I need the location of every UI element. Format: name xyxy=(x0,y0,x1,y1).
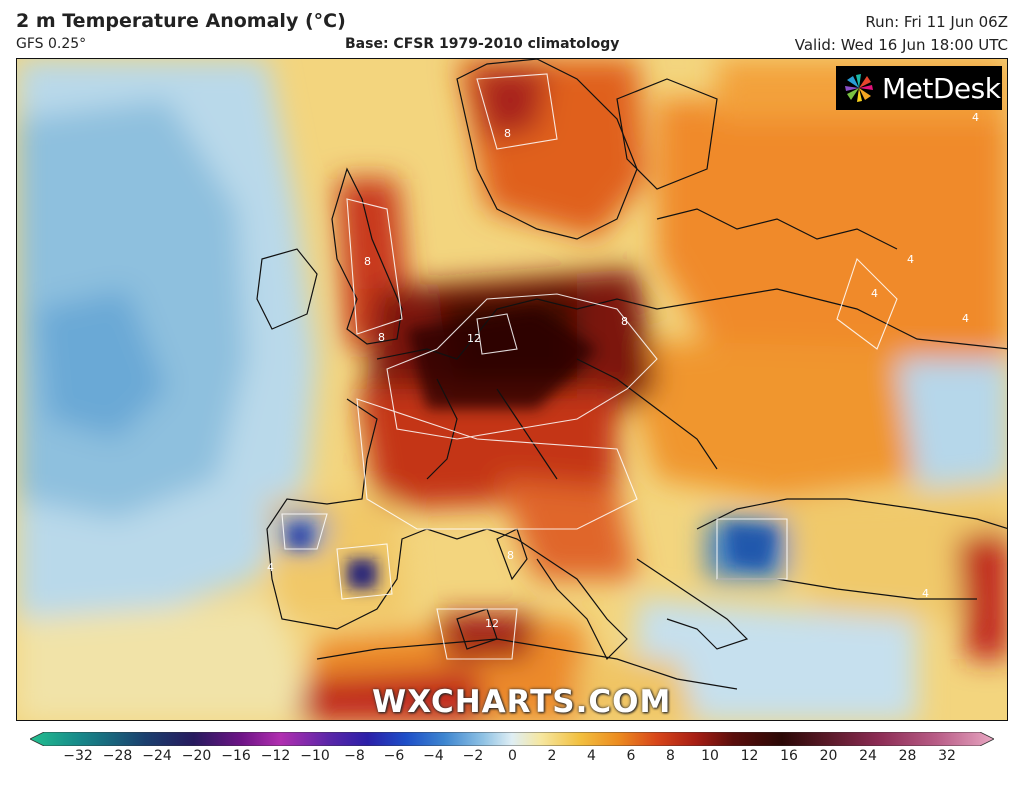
coastlines xyxy=(256,59,1007,690)
anomaly-map[interactable]: 12 12 8 8 8 8 8 4 4 4 4 4 4 xyxy=(16,58,1008,721)
contour-label: 4 xyxy=(267,561,274,574)
contour-label: 4 xyxy=(922,587,929,600)
metdesk-pinwheel-icon xyxy=(845,74,873,102)
logo-text: MetDesk xyxy=(882,71,1001,105)
contour-label: 4 xyxy=(972,111,979,124)
contour-label: 12 xyxy=(467,332,481,345)
colorbar-tick-label: −16 xyxy=(221,748,251,764)
run-time-label: Run: Fri 11 Jun 06Z xyxy=(865,13,1008,31)
colorbar-tick-label: 6 xyxy=(626,748,636,764)
colorbar xyxy=(30,732,994,746)
colorbar-tick-label: −32 xyxy=(63,748,93,764)
colorbar-tick-label: 16 xyxy=(780,748,798,764)
colorbar-tick-label: 8 xyxy=(666,748,675,764)
wxcharts-watermark: WXCHARTS.COM xyxy=(372,684,672,720)
colorbar-tick-label: −2 xyxy=(462,748,484,764)
colorbar-tick-label: 2 xyxy=(547,748,557,764)
colorbar-tick-label: −6 xyxy=(383,748,405,764)
colorbar-tick-label: 20 xyxy=(819,748,838,764)
contour-label: 4 xyxy=(871,287,878,300)
colorbar-tick-label: −8 xyxy=(344,748,365,764)
contour-label: 8 xyxy=(504,127,511,140)
metdesk-logo: MetDesk xyxy=(836,66,1002,110)
contours xyxy=(281,73,898,660)
base-climatology-label: Base: CFSR 1979-2010 climatology xyxy=(345,36,620,52)
contour-label: 12 xyxy=(485,617,499,630)
colorbar-tick-label: 24 xyxy=(859,748,877,764)
model-label: GFS 0.25° xyxy=(16,36,87,52)
map-canvas: 12 12 8 8 8 8 8 4 4 4 4 4 4 xyxy=(17,59,1007,720)
colorbar-ticks: −32 −28 −24 −20 −16 −12 −10 −8 −6 −4 −2 0 2 4 6 8 10 12 16… xyxy=(0,748,1024,778)
contour-label: 8 xyxy=(378,331,385,344)
valid-time-label: Valid: Wed 16 Jun 18:00 UTC xyxy=(794,36,1008,54)
colorbar-tick-label: −24 xyxy=(142,748,172,764)
colorbar-tick-label: −12 xyxy=(260,748,291,764)
chart-title: 2 m Temperature Anomaly (°C) xyxy=(16,10,346,32)
contour-label: 4 xyxy=(962,312,969,325)
colorbar-tick-label: −28 xyxy=(102,748,133,764)
colorbar-tick-label: −10 xyxy=(300,748,330,764)
contour-label: 8 xyxy=(364,255,371,268)
colorbar-tick-label: 32 xyxy=(938,748,956,764)
contour-label: 8 xyxy=(621,315,628,328)
colorbar-tick-label: 0 xyxy=(508,748,517,764)
contour-label: 4 xyxy=(907,253,914,266)
contour-label: 8 xyxy=(507,549,514,562)
colorbar-tick-label: 28 xyxy=(898,748,917,764)
colorbar-tick-label: 4 xyxy=(587,748,596,764)
colorbar-tick-label: 12 xyxy=(740,748,759,764)
colorbar-tick-label: −20 xyxy=(181,748,212,764)
colorbar-tick-label: 10 xyxy=(701,748,719,764)
colorbar-tick-label: −4 xyxy=(423,748,444,764)
